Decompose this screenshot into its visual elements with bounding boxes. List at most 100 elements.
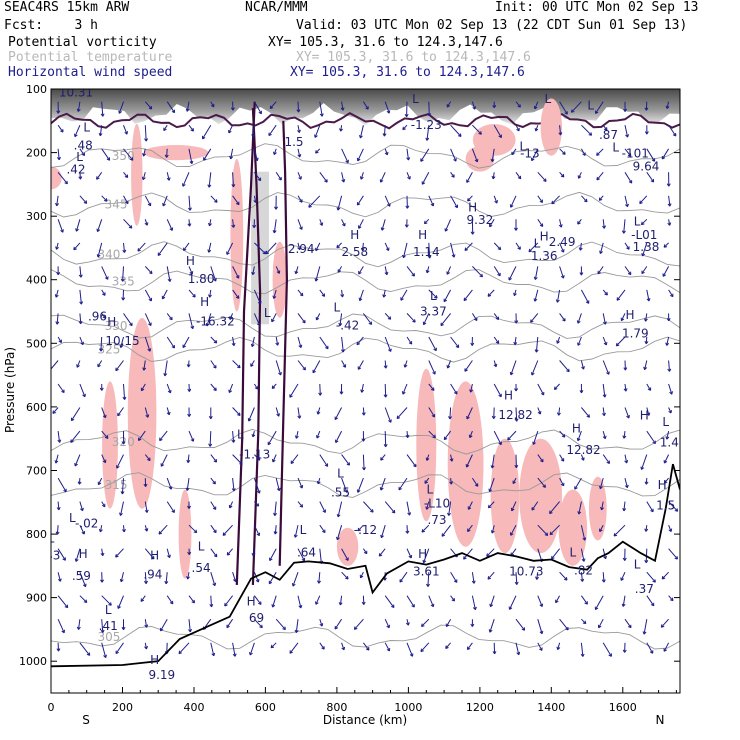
wind-vector <box>493 336 500 344</box>
wind-vector-head <box>599 528 603 533</box>
wind-vector <box>423 548 430 563</box>
wind-vector <box>275 618 286 630</box>
wind-vector-head <box>646 298 651 302</box>
wind-vector-head <box>411 273 415 277</box>
wind-vector <box>253 289 262 305</box>
wind-vector <box>666 430 670 440</box>
wind-vector-head <box>189 160 194 165</box>
wind-vector <box>537 195 543 203</box>
wind-vector-head <box>640 466 645 470</box>
wind-vector <box>232 336 235 346</box>
wind-vector <box>232 407 241 416</box>
pv-shaded-region <box>336 527 359 566</box>
wind-vector <box>188 289 196 298</box>
wind-vector <box>292 572 299 587</box>
wind-vector-head <box>558 224 563 228</box>
wind-vector <box>79 148 85 156</box>
wind-vector-head <box>124 174 129 178</box>
wind-vector <box>186 478 190 491</box>
wind-vector-head <box>334 625 339 630</box>
wind-vector-head <box>316 411 321 415</box>
wind-vector <box>273 289 277 299</box>
extremum-label: H <box>150 549 159 563</box>
wind-vector-head <box>211 652 216 657</box>
wind-vector <box>210 572 216 586</box>
wind-vector <box>187 454 190 463</box>
wind-vector <box>427 572 430 587</box>
wind-vector <box>574 477 582 490</box>
wind-vector <box>537 219 544 227</box>
wind-vector <box>57 219 64 233</box>
wind-vector-head <box>356 341 361 346</box>
wind-vector-head <box>411 604 415 608</box>
wind-vector-head <box>228 389 232 393</box>
wind-vector <box>602 407 605 416</box>
wind-vector <box>406 525 408 534</box>
wind-vector-head <box>446 104 451 108</box>
wind-vector <box>443 289 452 302</box>
wind-vector <box>319 642 325 650</box>
wind-vector-head <box>302 366 306 371</box>
wind-vector-head <box>396 415 401 420</box>
y-tick-label: 300 <box>26 210 47 223</box>
wind-vector-head <box>299 199 303 203</box>
wind-vector <box>319 219 323 226</box>
wind-vector <box>268 124 277 136</box>
wind-vector <box>160 618 168 632</box>
wind-vector <box>426 501 430 510</box>
wind-vector <box>441 524 451 537</box>
wind-vector-head <box>553 386 558 390</box>
wind-vector-head <box>382 294 387 298</box>
wind-vector <box>580 572 583 582</box>
wind-vector <box>318 572 321 584</box>
wind-vector <box>210 501 217 510</box>
wind-vector <box>230 148 234 159</box>
wind-vector <box>595 101 604 114</box>
wind-vector <box>426 266 430 274</box>
extremum-label: 1.14 <box>413 245 440 259</box>
wind-vector-head <box>314 278 319 282</box>
wind-vector <box>188 313 194 329</box>
wind-vector <box>380 477 386 491</box>
wind-vector-head <box>353 626 358 630</box>
wind-vector-head <box>57 439 62 443</box>
wind-vector <box>428 289 438 299</box>
wind-vector-head <box>449 481 454 485</box>
wind-vector <box>646 172 655 183</box>
wind-vector-head <box>628 624 632 629</box>
wind-vector <box>602 219 605 229</box>
wind-vector-head <box>549 531 554 536</box>
extremum-label: -101 <box>622 147 649 161</box>
extremum-label: H <box>186 254 195 268</box>
wind-vector-head <box>120 491 125 495</box>
wind-vector-head <box>269 105 274 109</box>
wind-vector-head <box>643 366 648 371</box>
wind-vector <box>319 501 326 513</box>
wind-vector <box>464 242 473 251</box>
wind-vector <box>450 595 455 602</box>
wind-vector-head <box>665 436 670 440</box>
wind-vector-head <box>229 316 233 320</box>
wind-vector-head <box>251 134 256 138</box>
wind-vector-head <box>517 246 521 250</box>
wind-vector-head <box>451 254 456 258</box>
wind-vector-head <box>613 532 618 537</box>
extremum-label: L <box>426 482 433 496</box>
extremum-label: 43 <box>45 549 60 563</box>
wind-vector <box>426 125 430 141</box>
wind-vector <box>122 266 124 282</box>
wind-vector-head <box>185 108 190 112</box>
wind-vector-head <box>433 347 437 352</box>
wind-vector-head <box>82 393 86 398</box>
wind-vector <box>443 430 452 440</box>
wind-vector-head <box>539 199 543 203</box>
wind-vector-head <box>57 578 62 582</box>
wind-vector <box>76 360 81 368</box>
wind-vector <box>428 383 435 391</box>
wind-vector <box>641 218 648 226</box>
wind-vector <box>312 360 321 374</box>
wind-vector-head <box>596 176 600 181</box>
wind-vector-head <box>60 229 64 233</box>
wind-vector-head <box>558 132 563 136</box>
wind-vector-head <box>596 152 600 156</box>
